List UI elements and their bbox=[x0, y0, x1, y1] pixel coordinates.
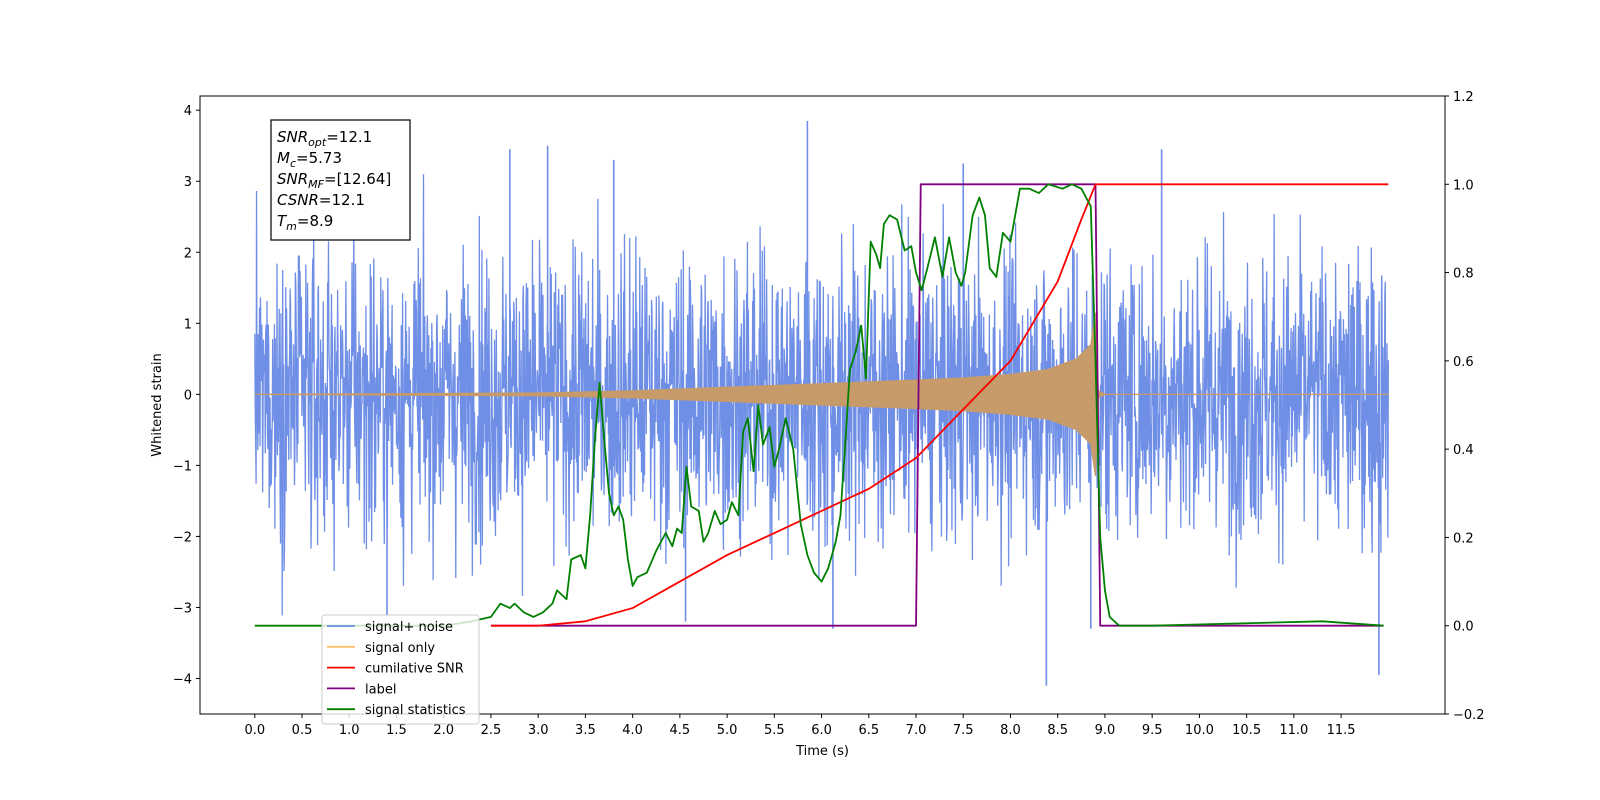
y-tick-label-left: 2 bbox=[184, 246, 192, 261]
y-tick-label-right: −0.2 bbox=[1453, 708, 1485, 723]
series-signal-only bbox=[254, 312, 1389, 477]
plot-area bbox=[254, 120, 1389, 686]
x-tick-label: 6.0 bbox=[811, 723, 832, 738]
y-tick-label-left: −3 bbox=[173, 601, 192, 616]
y-tick-label-right: 1.0 bbox=[1453, 178, 1474, 193]
x-tick-label: 6.5 bbox=[858, 723, 879, 738]
x-tick-label: 0.5 bbox=[292, 723, 313, 738]
series-signal-noise bbox=[254, 174, 1389, 616]
y-tick-label-left: 3 bbox=[184, 175, 192, 190]
x-axis-label: Time (s) bbox=[795, 744, 849, 759]
x-tick-label: 3.5 bbox=[575, 723, 596, 738]
y-tick-label-right: 0.4 bbox=[1453, 443, 1474, 458]
y-axis-label-left: Whitened strain bbox=[150, 353, 165, 456]
y-tick-label-left: −1 bbox=[173, 459, 192, 474]
x-tick-label: 8.0 bbox=[1000, 723, 1021, 738]
x-tick-label: 9.5 bbox=[1142, 723, 1163, 738]
annotation-line: SNRopt=12.1 bbox=[277, 128, 372, 149]
legend-label: cumilative SNR bbox=[365, 662, 464, 677]
x-tick-label: 3.0 bbox=[528, 723, 549, 738]
annotation-box: SNRopt=12.1Mc=5.73SNRMF=[12.64]CSNR=12.1… bbox=[270, 119, 411, 241]
annotation-line: CSNR=12.1 bbox=[277, 191, 365, 209]
y-tick-label-left: 4 bbox=[184, 104, 192, 119]
axes: 0.0 0.5 1.0 1.5 2.0 2.5 3.0 3.5 4.0 4.5 5.0 5.5 6.0 6… bbox=[173, 90, 1485, 738]
annotation-line: Tm=8.9 bbox=[277, 212, 333, 233]
x-tick-label: 10.0 bbox=[1185, 723, 1214, 738]
x-tick-label: 5.5 bbox=[764, 723, 785, 738]
y-tick-label-right: 1.2 bbox=[1453, 90, 1474, 105]
y-tick-label-right: 0.6 bbox=[1453, 355, 1474, 370]
y-tick-label-left: 0 bbox=[184, 388, 192, 403]
legend-label: signal+ noise bbox=[365, 620, 453, 635]
y-tick-label-left: −2 bbox=[173, 530, 192, 545]
x-tick-label: 4.0 bbox=[622, 723, 643, 738]
x-tick-label: 8.5 bbox=[1047, 723, 1068, 738]
y-tick-label-left: 1 bbox=[184, 317, 192, 332]
series-signal-statistics bbox=[254, 183, 1384, 627]
legend-label: signal statistics bbox=[365, 703, 466, 718]
x-tick-label: 9.0 bbox=[1095, 723, 1116, 738]
annotation-frame bbox=[270, 119, 411, 241]
x-tick-label: 0.0 bbox=[244, 723, 265, 738]
x-tick-label: 7.0 bbox=[906, 723, 927, 738]
axes-frame bbox=[199, 95, 1446, 715]
y-tick-label-right: 0.2 bbox=[1453, 531, 1474, 546]
legend: signal+ noise signal only cumilative SNR la… bbox=[321, 614, 480, 725]
y-tick-label-left: −4 bbox=[173, 672, 192, 687]
series-cumulative-snr bbox=[490, 183, 1389, 627]
annotation-line: Mc=5.73 bbox=[277, 149, 342, 170]
x-tick-label: 2.0 bbox=[433, 723, 454, 738]
y-tick-label-right: 0.8 bbox=[1453, 267, 1474, 282]
legend-frame bbox=[321, 614, 480, 725]
x-tick-label: 11.5 bbox=[1327, 723, 1356, 738]
x-tick-label: 1.5 bbox=[386, 723, 407, 738]
x-tick-label: 5.0 bbox=[717, 723, 738, 738]
x-tick-label: 1.0 bbox=[339, 723, 360, 738]
x-tick-label: 4.5 bbox=[670, 723, 691, 738]
legend-label: signal only bbox=[365, 641, 435, 656]
x-tick-label: 7.5 bbox=[953, 723, 974, 738]
x-tick-label: 2.5 bbox=[481, 723, 502, 738]
legend-label: label bbox=[365, 682, 396, 697]
x-tick-label: 11.0 bbox=[1279, 723, 1308, 738]
x-tick-label: 10.5 bbox=[1232, 723, 1261, 738]
annotation-line: SNRMF=[12.64] bbox=[277, 170, 391, 191]
y-tick-label-right: 0.0 bbox=[1453, 620, 1474, 635]
